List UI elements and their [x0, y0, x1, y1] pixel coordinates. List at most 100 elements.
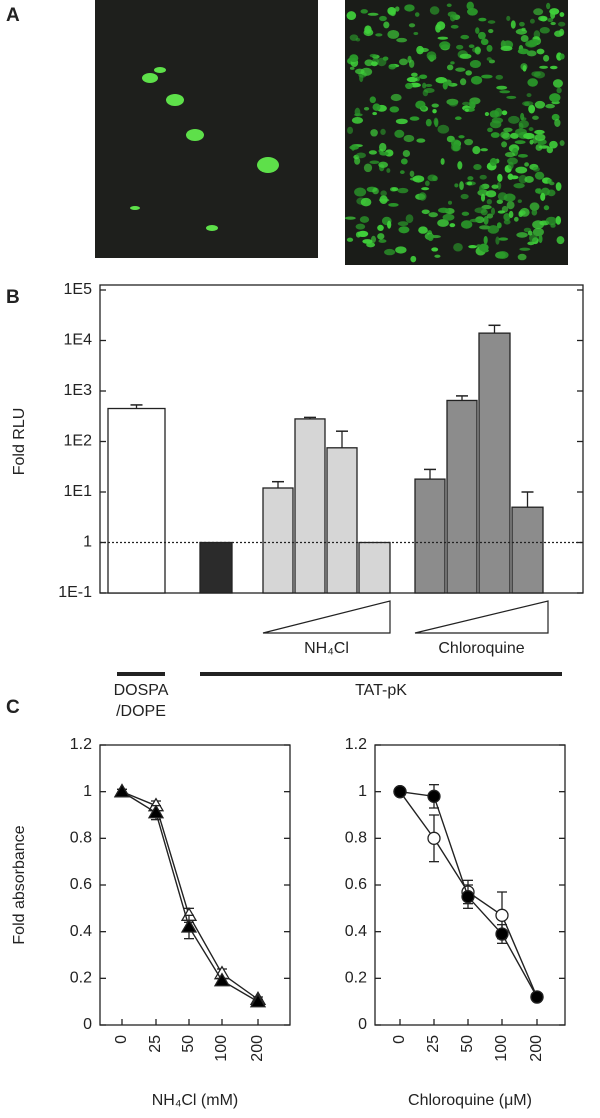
cell: [517, 199, 522, 203]
cell: [496, 199, 503, 205]
cell: [413, 32, 419, 36]
cell: [484, 112, 490, 117]
cell: [375, 33, 383, 37]
series-line: [121, 791, 259, 1003]
bar: [107, 407, 166, 594]
y-tick-label: 0.6: [70, 876, 92, 893]
cell: [453, 242, 463, 252]
cell: [394, 6, 400, 12]
y-tick-label: 1E5: [64, 281, 93, 298]
cell: [354, 113, 363, 117]
cell: [418, 47, 429, 53]
cell: [359, 74, 364, 83]
cell: [514, 140, 526, 145]
marker: [427, 831, 441, 845]
cell: [540, 192, 546, 202]
y-tick-label: 1E4: [64, 332, 93, 349]
cell: [506, 15, 511, 21]
marker: [495, 908, 509, 922]
y-tick-label: 0: [358, 1016, 367, 1033]
cell: [486, 198, 492, 205]
cell: [474, 46, 481, 55]
cell: [495, 74, 504, 80]
y-tick-label: 1: [358, 783, 367, 800]
cell: [444, 82, 454, 86]
x-tick-label: 200: [528, 1035, 545, 1062]
cell: [526, 50, 537, 57]
cell: [461, 220, 473, 229]
cell: [377, 233, 385, 240]
cell: [380, 190, 387, 197]
cell: [398, 58, 408, 66]
x-axis-label: NH₄Cl (mM): [152, 1092, 239, 1109]
cell: [369, 160, 380, 165]
cell: [545, 216, 557, 226]
cell: [403, 134, 415, 143]
cell: [396, 37, 408, 43]
cell: [426, 51, 437, 61]
cell: [379, 151, 389, 156]
cell: [499, 90, 511, 94]
cell: [510, 20, 516, 29]
cell: [537, 188, 542, 195]
cell: [546, 2, 551, 10]
cell: [555, 215, 562, 225]
cell: [527, 241, 535, 246]
cell: [390, 10, 396, 17]
cell: [429, 6, 440, 15]
cell: [534, 129, 545, 135]
y-tick-label: 0: [83, 1016, 92, 1033]
cell: [464, 108, 469, 112]
cell: [513, 216, 519, 222]
cell: [506, 200, 515, 210]
marker: [427, 789, 441, 803]
cell: [454, 116, 462, 121]
y-tick-label: 0.6: [345, 876, 367, 893]
cell: [496, 222, 502, 229]
cell: [550, 21, 556, 26]
cell: [360, 9, 368, 14]
cell: [524, 176, 534, 183]
cell: [349, 145, 359, 150]
cell: [457, 161, 463, 170]
cell: [422, 82, 427, 89]
cell: [460, 193, 469, 200]
cell: [546, 146, 554, 154]
marker: [113, 783, 131, 798]
cell: [142, 73, 158, 83]
cell: [369, 96, 376, 104]
cell: [377, 57, 387, 67]
y-tick-label: 1.2: [345, 736, 367, 753]
cell: [534, 100, 546, 109]
cell: [421, 187, 430, 191]
cell: [378, 239, 387, 243]
cell: [410, 255, 417, 263]
cell: [500, 45, 513, 52]
cell: [419, 74, 428, 80]
cell: [534, 171, 545, 180]
cell: [549, 65, 558, 70]
cell: [466, 1, 474, 11]
cell: [206, 225, 218, 231]
cell: [474, 207, 487, 214]
cell: [469, 218, 482, 223]
cell: [501, 110, 508, 116]
cell: [399, 170, 405, 175]
cell: [518, 122, 524, 130]
marker: [393, 785, 407, 799]
bar: [262, 487, 294, 594]
cell: [515, 166, 528, 174]
cell: [495, 236, 500, 245]
cell: [354, 187, 367, 197]
cell: [468, 44, 475, 49]
cell: [395, 118, 408, 125]
cell: [349, 54, 359, 63]
plot-frame: [99, 744, 291, 1026]
bar: [358, 541, 391, 594]
cell: [459, 78, 467, 86]
cell: [391, 187, 399, 192]
cell: [538, 234, 543, 244]
cell: [448, 100, 458, 107]
cell: [520, 35, 529, 42]
